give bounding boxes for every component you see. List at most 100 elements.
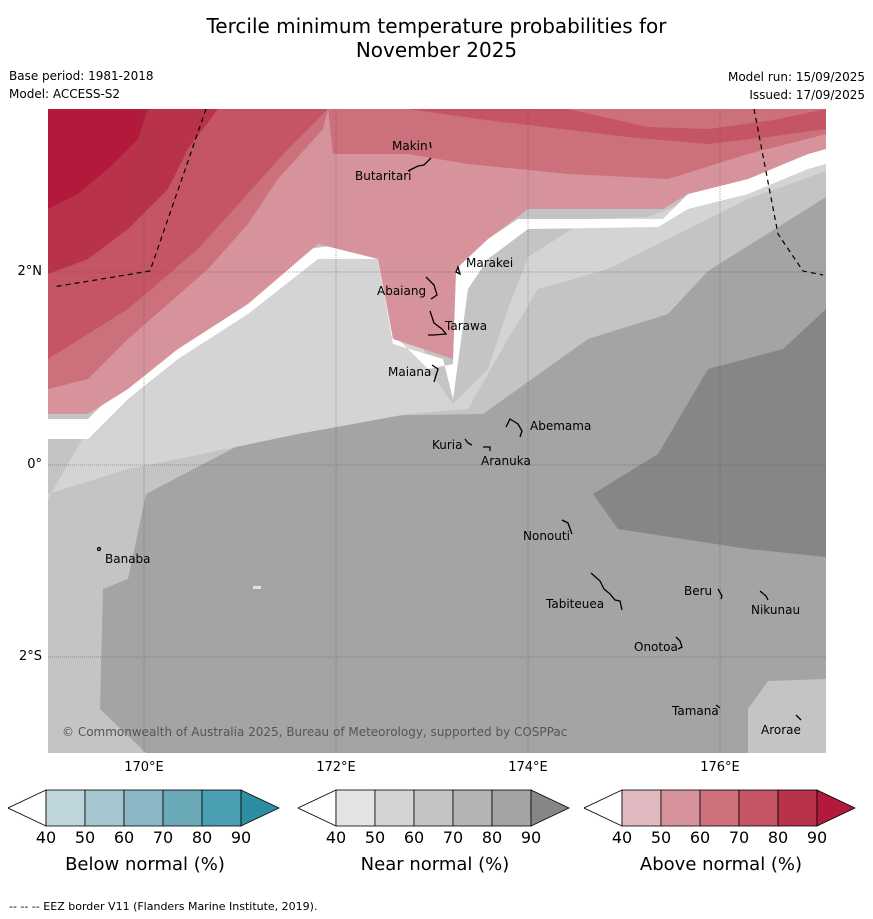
place-label-tarawa: Tarawa	[444, 319, 487, 333]
colorbar-near-normal-tick: 50	[364, 828, 386, 847]
model-run: Model run: 15/09/2025	[727, 70, 865, 84]
marakei-island	[455, 264, 462, 276]
colorbar-near-normal-high-extension	[530, 789, 570, 827]
colorbar-near-normal-tick: 40	[325, 828, 347, 847]
colorbar-title-above-normal: Above normal (%)	[639, 854, 803, 875]
colorbar-below-normal-tick: 70	[152, 828, 174, 847]
island-outlines	[96, 141, 802, 721]
colorbar-above-normal-high-extension	[816, 789, 856, 827]
beru-island	[717, 588, 723, 600]
colorbar-above-normal-segment	[777, 789, 818, 827]
arorae-island	[795, 714, 802, 721]
colorbar-below-normal-tick: 50	[74, 828, 96, 847]
colorbar-near-normal-segment	[452, 789, 493, 827]
aranuka-island	[483, 446, 491, 451]
makin-island	[429, 141, 432, 149]
colorbar-near-normal-tick: 60	[403, 828, 425, 847]
maiana-island	[431, 364, 439, 383]
colorbar-below-normal-segment	[201, 789, 242, 827]
above-normal-90-plus	[48, 109, 148, 209]
place-label-aranuka: Aranuka	[481, 454, 531, 468]
colorbar-title-below-normal: Below normal (%)	[65, 854, 225, 875]
model-name: Model: ACCESS-S2	[9, 87, 121, 101]
place-label-beru: Beru	[684, 584, 712, 598]
colorbar-below-normal	[8, 789, 280, 827]
onotoa-island	[675, 636, 683, 650]
place-label-kuria: Kuria	[432, 438, 463, 452]
map-title-line1: Tercile minimum temperature probabilitie…	[206, 14, 667, 38]
tabiteuea-island	[590, 572, 623, 611]
place-label-makin: Makin	[392, 139, 428, 153]
colorbar-near-normal-tick: 70	[442, 828, 464, 847]
place-label-abaiang: Abaiang	[377, 284, 426, 298]
colorbar-above-normal-segment	[699, 789, 740, 827]
place-label-arorae: Arorae	[761, 723, 801, 737]
grid-lines	[48, 109, 826, 753]
near-normal-60-70	[100, 197, 826, 753]
eez-border-legend: -- -- -- EEZ border V11 (Flanders Marine…	[9, 900, 318, 913]
colorbar-below-normal-tick: 40	[35, 828, 57, 847]
place-label-tabiteuea: Tabiteuea	[545, 597, 604, 611]
colorbar-near-normal-segment	[413, 789, 454, 827]
lon-label-176e: 176°E	[700, 760, 740, 775]
above-normal-70-80	[48, 109, 826, 359]
colorbar-above-normal-tick: 40	[611, 828, 633, 847]
colorbar-below-normal-tick: 80	[191, 828, 213, 847]
colorbar-near-normal-tick: 80	[481, 828, 503, 847]
place-label-tamana: Tamana	[671, 704, 719, 718]
copyright-notice: © Commonwealth of Australia 2025, Bureau…	[62, 725, 567, 739]
colorbar-near-normal-low-extension	[298, 789, 337, 827]
nikunau-island	[759, 590, 769, 601]
colorbar-above-normal-low-extension	[584, 789, 623, 827]
colorbar-below-normal-low-extension	[8, 789, 47, 827]
abaiang-island	[425, 276, 438, 300]
neutral-band	[48, 149, 826, 439]
issued-date: Issued: 17/09/2025	[749, 88, 865, 102]
place-label-maiana: Maiana	[388, 365, 431, 379]
colorbar-near-normal-tick: 90	[520, 828, 542, 847]
kuria-island	[464, 438, 473, 446]
lon-label-172e: 172°E	[316, 760, 356, 775]
lat-label-0: 0°	[27, 457, 42, 472]
place-label-butaritari: Butaritari	[355, 169, 412, 183]
colorbar-near-normal-segment	[335, 789, 376, 827]
near-normal-sw	[48, 709, 100, 753]
near-normal-70-plus	[593, 309, 826, 557]
colorbar-below-normal-segment	[162, 789, 203, 827]
probability-map[interactable]: Makin Butaritari Marakei Abaiang Tarawa …	[48, 109, 826, 753]
colorbar-title-near-normal: Near normal (%)	[360, 854, 510, 875]
butaritari-island	[407, 157, 432, 172]
place-label-nikunau: Nikunau	[751, 603, 800, 617]
nonouti-island	[561, 519, 573, 535]
colorbar-below-normal-tick: 60	[113, 828, 135, 847]
colorbar-near-normal-segment	[374, 789, 415, 827]
banaba-island	[96, 546, 102, 552]
lon-label-170e: 170°E	[124, 760, 164, 775]
colorbar-above-normal-tick: 80	[767, 828, 789, 847]
colorbar-below-normal-tick: 90	[230, 828, 252, 847]
colorbar-above-normal-tick: 70	[728, 828, 750, 847]
near-normal-40-50	[48, 159, 826, 499]
colorbar-above-normal-segment	[660, 789, 701, 827]
colorbar-above-normal-tick: 50	[650, 828, 672, 847]
lat-label-2n: 2°N	[17, 264, 43, 279]
place-label-marakei: Marakei	[466, 256, 513, 270]
tamana-island	[715, 704, 721, 709]
colorbar-above-normal-tick: 60	[689, 828, 711, 847]
colorbar-near-normal-segment	[491, 789, 532, 827]
tarawa-island	[428, 310, 448, 336]
colorbar-above-normal-segment	[621, 789, 662, 827]
place-label-abemama: Abemama	[530, 419, 591, 433]
near-normal-se	[748, 679, 826, 753]
map-title-line2: November 2025	[355, 38, 518, 62]
colorbar-above-normal-tick: 90	[806, 828, 828, 847]
place-label-banaba: Banaba	[105, 552, 151, 566]
lon-label-174e: 174°E	[508, 760, 548, 775]
colorbar-near-normal	[298, 789, 570, 827]
colorbar-below-normal-segment	[123, 789, 164, 827]
banaba-patch	[253, 586, 261, 589]
eez-border	[52, 109, 824, 288]
colorbar-below-normal-segment	[84, 789, 125, 827]
colorbar-above-normal-segment	[738, 789, 779, 827]
abemama-island	[505, 418, 523, 438]
